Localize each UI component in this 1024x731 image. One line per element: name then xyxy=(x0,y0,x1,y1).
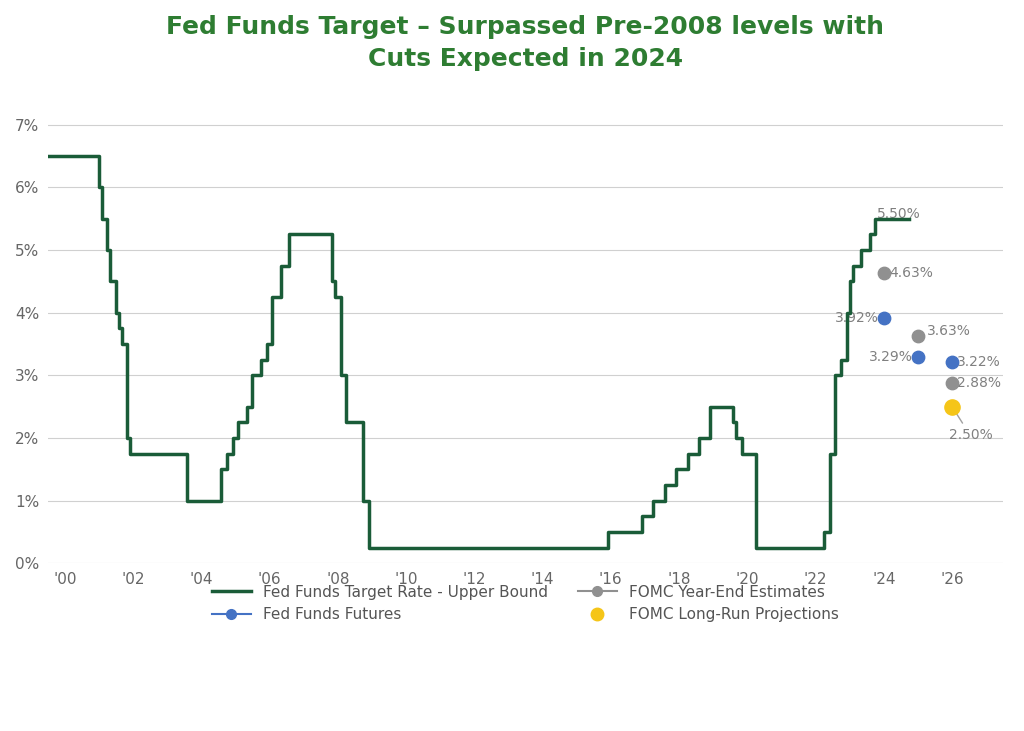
Text: 3.92%: 3.92% xyxy=(835,311,879,325)
Title: Fed Funds Target – Surpassed Pre-2008 levels with
Cuts Expected in 2024: Fed Funds Target – Surpassed Pre-2008 le… xyxy=(167,15,885,71)
Text: 3.29%: 3.29% xyxy=(869,350,912,364)
Text: 5.50%: 5.50% xyxy=(877,207,921,221)
Point xyxy=(876,312,892,324)
Text: 3.63%: 3.63% xyxy=(927,325,971,338)
Point xyxy=(909,352,926,363)
Legend: Fed Funds Target Rate - Upper Bound, Fed Funds Futures, FOMC Year-End Estimates,: Fed Funds Target Rate - Upper Bound, Fed… xyxy=(206,579,845,629)
Text: 4.63%: 4.63% xyxy=(889,266,933,280)
Text: 2.88%: 2.88% xyxy=(957,376,1001,390)
Text: 3.22%: 3.22% xyxy=(957,355,1000,368)
Point xyxy=(944,401,961,412)
Point xyxy=(944,377,961,389)
Text: 2.50%: 2.50% xyxy=(948,428,992,442)
Point xyxy=(944,356,961,368)
Point xyxy=(876,268,892,279)
Point xyxy=(909,330,926,341)
